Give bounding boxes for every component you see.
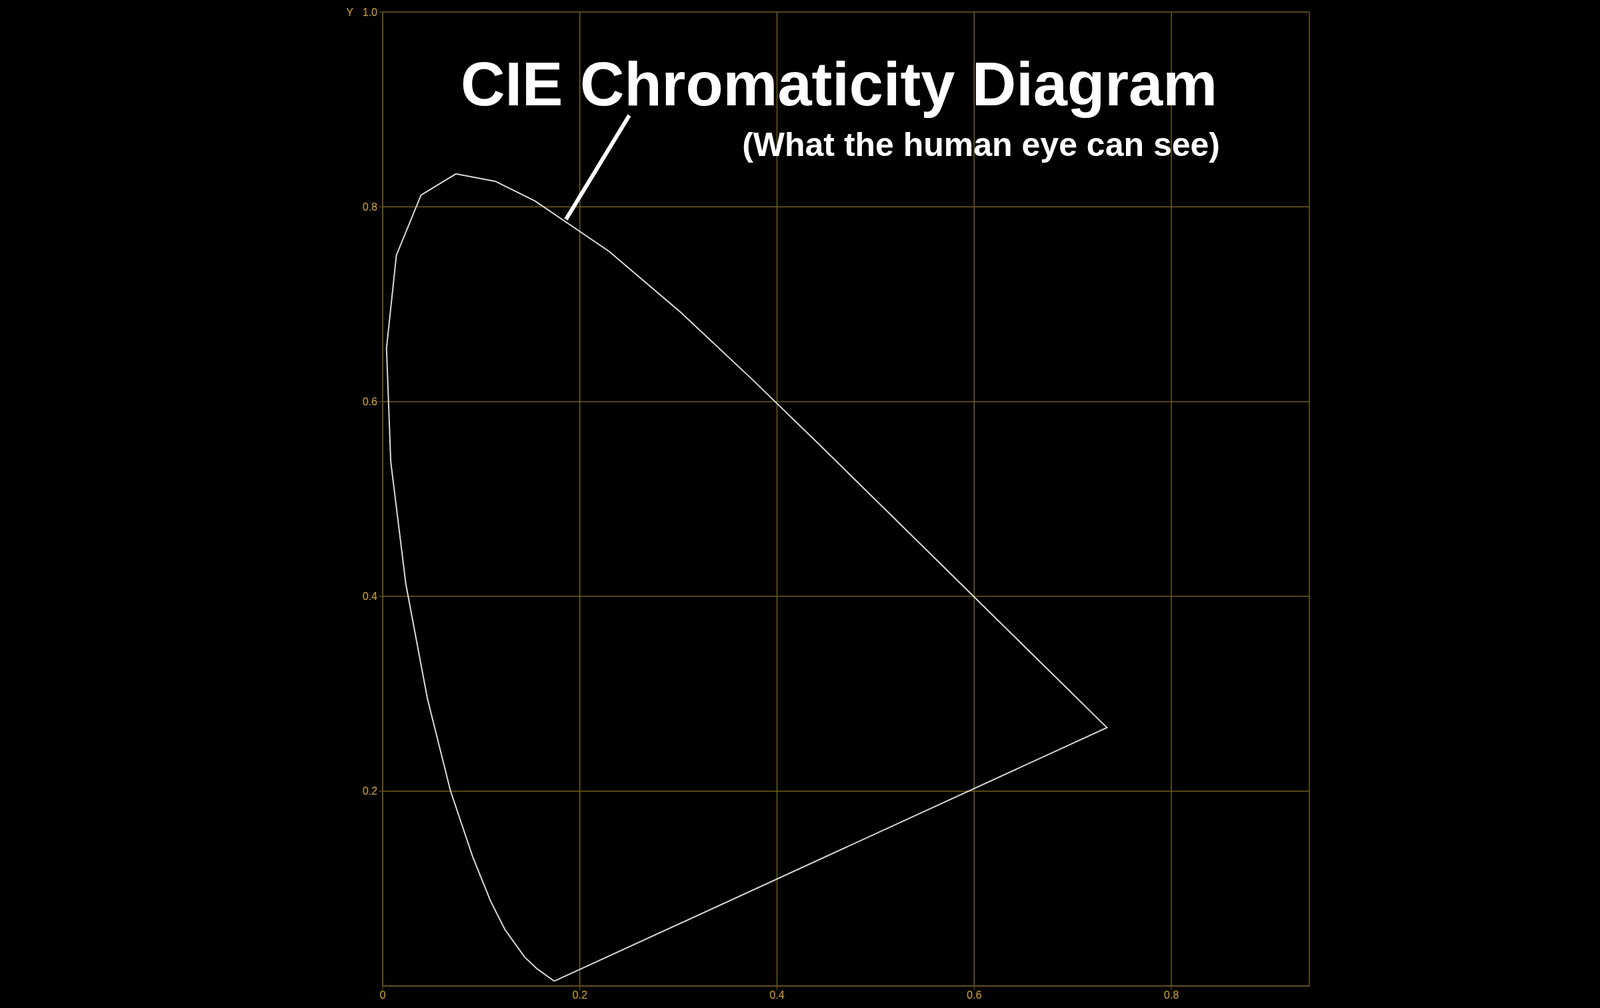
svg-text:0.4: 0.4 [769, 989, 784, 1001]
svg-text:0.2: 0.2 [572, 989, 588, 1001]
svg-text:Y: Y [346, 6, 354, 18]
svg-text:0.2: 0.2 [362, 785, 378, 797]
svg-text:0.4: 0.4 [362, 590, 378, 602]
svg-text:0.6: 0.6 [966, 989, 982, 1001]
svg-text:1.0: 1.0 [362, 6, 378, 18]
svg-text:0: 0 [380, 989, 386, 1001]
svg-text:(What the human eye can see): (What the human eye can see) [742, 126, 1220, 164]
svg-text:CIE Chromaticity Diagram: CIE Chromaticity Diagram [460, 50, 1218, 118]
svg-text:0.6: 0.6 [362, 396, 378, 408]
svg-text:0.8: 0.8 [1164, 989, 1179, 1001]
svg-text:0.8: 0.8 [362, 201, 378, 213]
